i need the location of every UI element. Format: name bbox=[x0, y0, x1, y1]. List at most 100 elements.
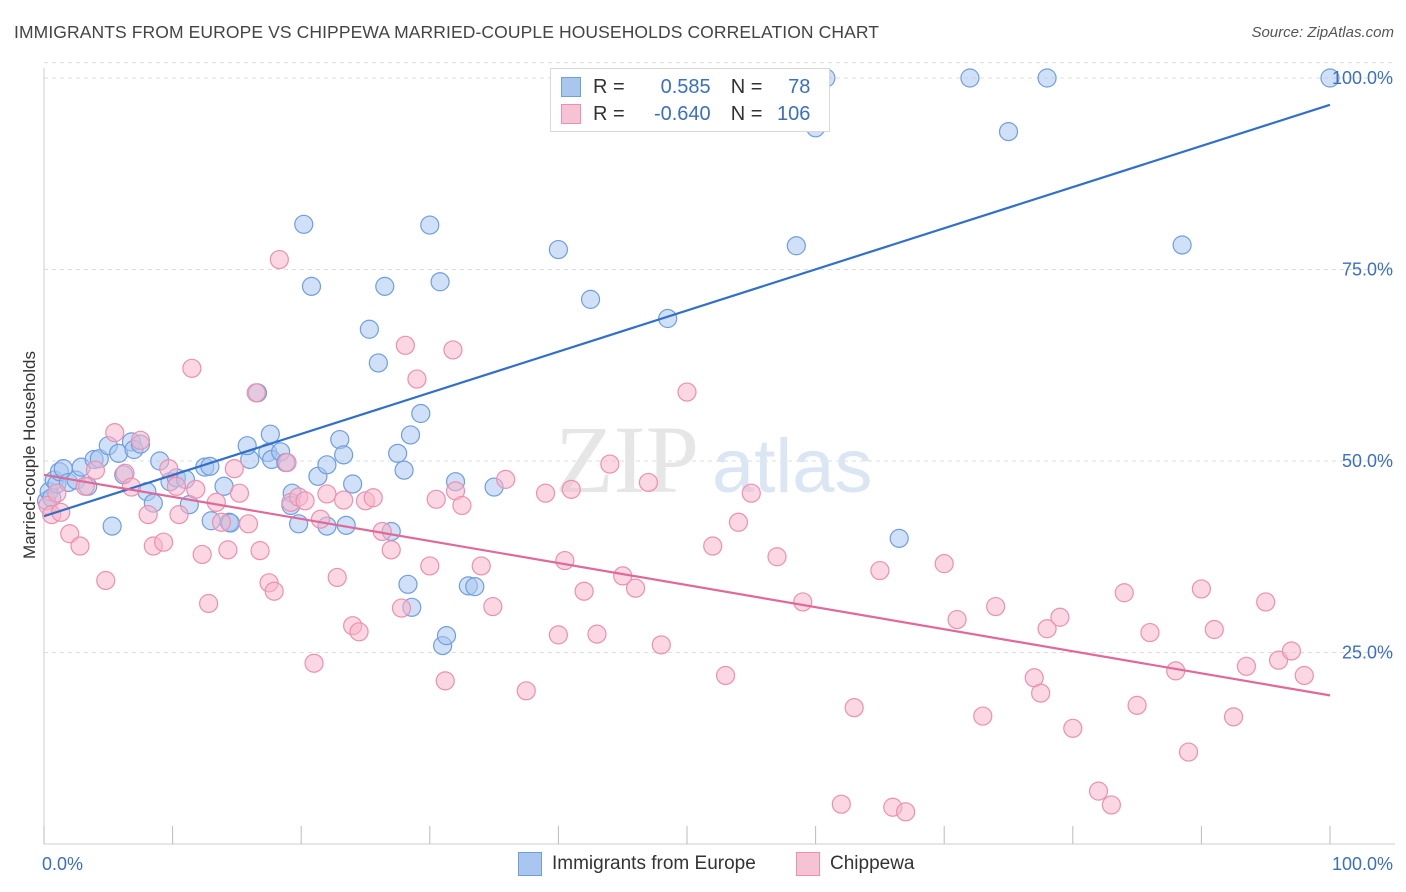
legend-item-chippewa: Chippewa bbox=[796, 852, 915, 876]
data-point bbox=[304, 653, 324, 673]
data-point bbox=[199, 593, 219, 614]
data-point bbox=[483, 596, 503, 617]
data-point bbox=[310, 509, 331, 529]
data-point bbox=[349, 622, 369, 642]
data-point bbox=[186, 479, 206, 499]
data-point bbox=[398, 574, 418, 594]
data-point bbox=[677, 382, 697, 402]
data-point bbox=[436, 626, 457, 646]
axes bbox=[43, 68, 1395, 845]
data-point bbox=[105, 423, 125, 443]
legend-label: Immigrants from Europe bbox=[552, 853, 756, 874]
data-point bbox=[793, 592, 813, 612]
data-point bbox=[238, 514, 259, 534]
data-point bbox=[277, 452, 297, 473]
data-point bbox=[1063, 718, 1083, 738]
data-point bbox=[934, 554, 954, 574]
data-point bbox=[96, 570, 116, 591]
data-point bbox=[359, 319, 379, 339]
data-point bbox=[420, 215, 440, 235]
data-point bbox=[574, 581, 594, 601]
blue-swatch bbox=[561, 77, 581, 97]
n-label: N = bbox=[730, 75, 763, 98]
data-point bbox=[600, 454, 620, 474]
data-point bbox=[375, 276, 395, 296]
data-point bbox=[1140, 622, 1160, 643]
data-point bbox=[246, 383, 266, 403]
data-point bbox=[896, 802, 916, 822]
data-point bbox=[1320, 68, 1340, 88]
data-point bbox=[1204, 619, 1224, 640]
data-point bbox=[229, 483, 250, 503]
data-point bbox=[153, 532, 174, 552]
data-point bbox=[295, 491, 315, 511]
data-point bbox=[960, 68, 980, 88]
data-point bbox=[269, 249, 289, 270]
data-point bbox=[85, 460, 106, 480]
data-point bbox=[1037, 619, 1057, 639]
data-point bbox=[998, 122, 1019, 142]
data-point bbox=[250, 541, 270, 561]
data-point bbox=[224, 459, 244, 479]
chart-title: IMMIGRANTS FROM EUROPE VS CHIPPEWA MARRI… bbox=[14, 22, 880, 42]
data-point bbox=[443, 340, 463, 360]
legend-item-immigrants: Immigrants from Europe bbox=[518, 852, 756, 876]
data-point bbox=[294, 214, 314, 234]
data-point bbox=[430, 272, 450, 292]
data-point bbox=[844, 698, 864, 718]
n-value: 78 bbox=[788, 75, 811, 98]
data-point bbox=[625, 578, 646, 598]
data-point bbox=[381, 540, 401, 560]
data-point bbox=[334, 490, 354, 510]
x-tick-label: 100.0% bbox=[1332, 854, 1393, 874]
data-point bbox=[1037, 68, 1057, 88]
r-label: R = bbox=[593, 102, 625, 125]
data-point bbox=[388, 443, 408, 463]
data-point bbox=[47, 483, 67, 503]
data-point bbox=[580, 289, 601, 309]
data-point bbox=[211, 512, 232, 532]
data-point bbox=[368, 353, 388, 373]
data-point bbox=[555, 550, 575, 571]
data-point bbox=[452, 495, 472, 516]
data-point bbox=[264, 581, 284, 601]
data-point bbox=[391, 598, 412, 618]
data-point bbox=[169, 505, 189, 525]
data-point bbox=[435, 671, 455, 691]
tick-labels: 25.0% 50.0% 75.0% 100.0% 0.0% 100.0% bbox=[42, 68, 1393, 874]
data-point bbox=[1031, 683, 1051, 703]
data-point bbox=[786, 236, 806, 256]
watermark: ZIP atlas bbox=[555, 406, 873, 513]
data-point bbox=[102, 516, 122, 536]
data-point bbox=[334, 445, 354, 465]
data-point bbox=[1101, 795, 1121, 815]
stats-row-chippewa: R = -0.640 N = 106 bbox=[561, 103, 810, 125]
y-tick-label: 75.0% bbox=[1342, 260, 1393, 280]
bottom-legend: Immigrants from Europe Chippewa bbox=[0, 852, 1406, 876]
legend-label: Chippewa bbox=[830, 853, 915, 874]
data-point bbox=[363, 488, 383, 508]
data-point bbox=[638, 472, 659, 493]
y-axis-label: Married-couple Households bbox=[20, 351, 39, 559]
blue-legend-swatch bbox=[518, 852, 542, 876]
data-point bbox=[548, 239, 569, 260]
data-point bbox=[407, 369, 427, 389]
data-point bbox=[947, 609, 967, 630]
data-point bbox=[426, 489, 446, 509]
data-point bbox=[741, 483, 761, 503]
data-point bbox=[1088, 781, 1109, 801]
data-point bbox=[218, 540, 238, 560]
data-point bbox=[420, 556, 440, 576]
stats-legend: R = 0.585 N = 78 R = -0.640 N = 106 bbox=[550, 68, 830, 132]
data-point bbox=[703, 536, 723, 556]
n-value: 106 bbox=[777, 102, 811, 125]
data-point bbox=[471, 556, 491, 576]
data-point bbox=[973, 706, 993, 726]
data-point bbox=[1223, 707, 1244, 727]
source-label: Source: ZipAtlas.com bbox=[1251, 24, 1394, 41]
r-label: R = bbox=[593, 75, 625, 98]
data-point bbox=[889, 528, 909, 548]
data-point bbox=[715, 665, 736, 686]
watermark-atlas: atlas bbox=[712, 424, 873, 509]
